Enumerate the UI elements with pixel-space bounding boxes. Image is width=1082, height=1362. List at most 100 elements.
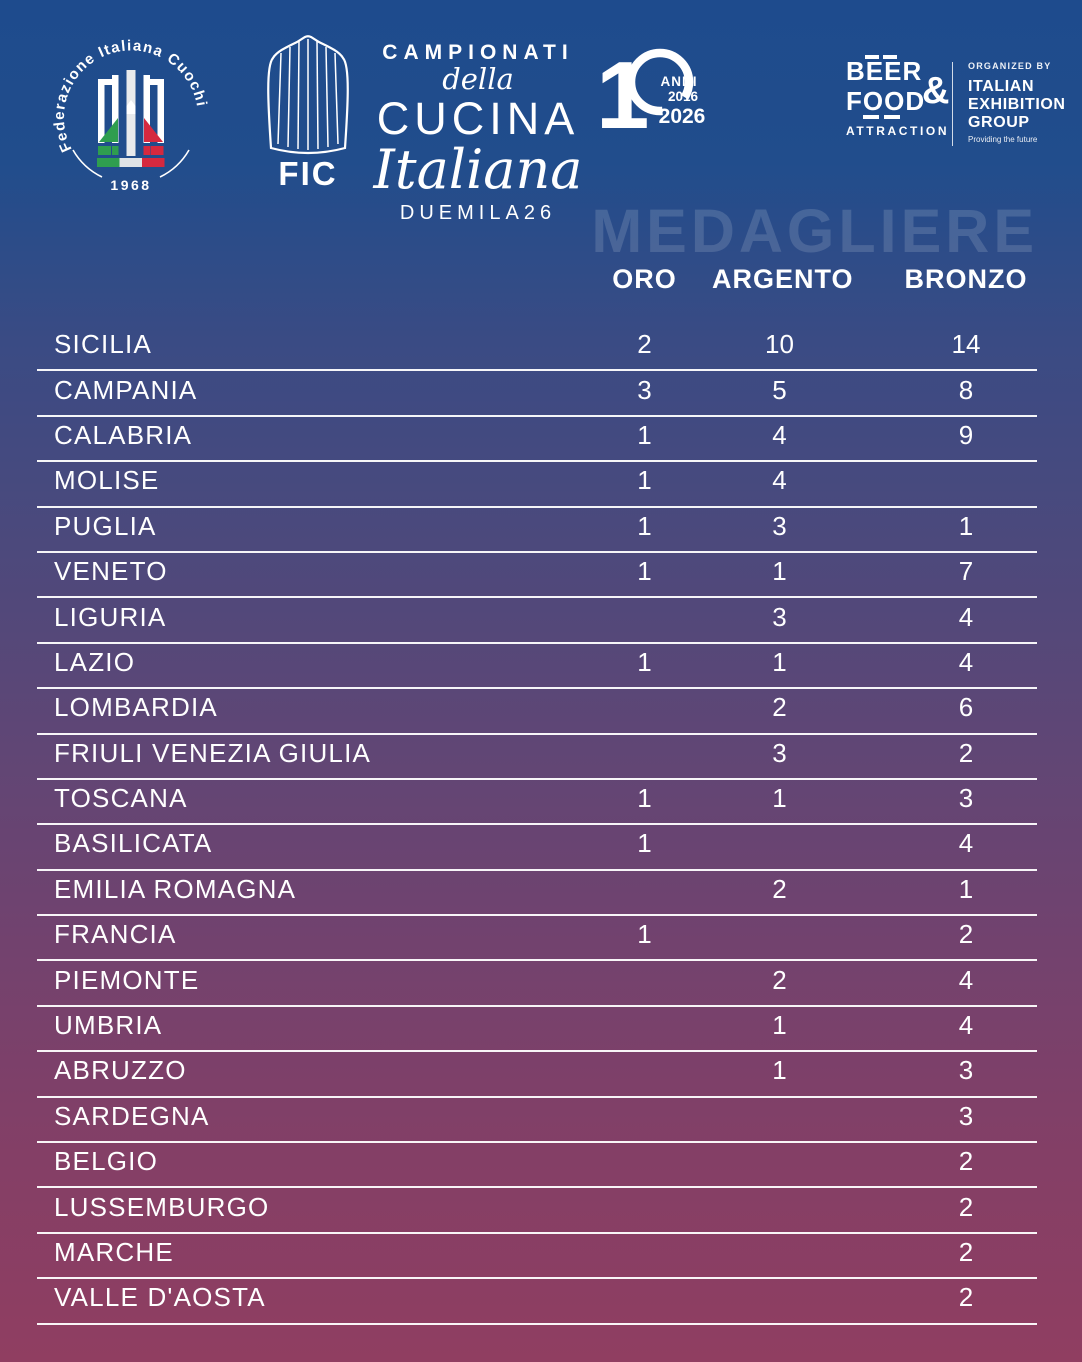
bronze-count: 6 [958, 692, 974, 723]
silver-count: 1 [772, 1055, 787, 1086]
silver-count: 1 [772, 783, 787, 814]
ieg-name-line3: GROUP [968, 113, 1030, 131]
gold-count: 2 [637, 329, 652, 360]
gold-count [577, 980, 712, 986]
bronze-count: 3 [958, 1100, 974, 1131]
region-name: PUGLIA [54, 510, 157, 541]
circle-arc-right [159, 149, 190, 178]
silver-count: 2 [772, 692, 787, 723]
silver-count: 3 [772, 601, 787, 632]
page-title: MEDAGLIERE [591, 197, 1038, 265]
toque-bars-icon [98, 70, 164, 156]
table-row: UMBRIA 1 4 [37, 1007, 1037, 1053]
table-row: BELGIO 2 [37, 1143, 1037, 1189]
bronze-count: 8 [958, 374, 974, 405]
table-row: LAZIO 1 1 4 [37, 644, 1037, 690]
table-row: TOSCANA 1 1 3 [37, 780, 1037, 826]
table-row: VENETO 1 1 7 [37, 553, 1037, 599]
silver-count: 2 [772, 964, 787, 995]
year-to: 2026 [659, 105, 706, 128]
gold-count: 3 [637, 374, 652, 405]
gold-count: 1 [637, 465, 652, 496]
beer-food-logo: BEER & FOOD ATTRACTION [846, 55, 964, 138]
silver-count [712, 1207, 847, 1213]
silver-count: 3 [772, 737, 787, 768]
gold-count: 1 [637, 646, 652, 677]
bronze-count: 2 [958, 919, 974, 950]
chef-hat-icon: FIC [267, 35, 349, 192]
bronze-count: 2 [958, 1237, 974, 1267]
silver-count: 1 [772, 1010, 787, 1041]
silver-count [712, 1253, 847, 1259]
fic-label: FIC [278, 155, 337, 192]
silver-count: 2 [772, 873, 787, 904]
table-row: SICILIA 2 10 14 [37, 326, 1037, 372]
ieg-name-line2: EXHIBITION [968, 95, 1066, 113]
gold-count: 1 [637, 919, 652, 950]
table-row: ABRUZZO 1 3 [37, 1052, 1037, 1098]
food-underline-icon [863, 115, 879, 119]
region-name: ABRUZZO [54, 1055, 187, 1086]
gold-count: 1 [637, 419, 652, 450]
gold-count: 1 [637, 510, 652, 541]
table-row: SARDEGNA 3 [37, 1098, 1037, 1144]
gold-count [577, 1026, 712, 1032]
bronze-count: 9 [958, 419, 974, 450]
food-word: FOOD [846, 86, 926, 116]
table-row: CAMPANIA 3 5 8 [37, 371, 1037, 417]
anni-label: ANNI [661, 74, 698, 89]
table-row: PUGLIA 1 3 1 [37, 508, 1037, 553]
column-header-bronzo: BRONZO [904, 264, 1028, 294]
region-name: LOMBARDIA [54, 692, 218, 723]
circle-arc-left [72, 149, 103, 178]
region-name: PIEMONTE [54, 964, 200, 995]
silver-count [712, 935, 847, 941]
region-name: BASILICATA [54, 828, 213, 859]
region-column-spacer [37, 264, 577, 295]
table-row: FRIULI VENEZIA GIULIA 3 2 [37, 735, 1037, 780]
table-row: VALLE D'AOSTA 2 [37, 1279, 1037, 1325]
bronze-count: 4 [958, 601, 974, 632]
gold-count: 1 [637, 828, 652, 859]
gold-count [577, 1071, 712, 1077]
beer-word: BEER [846, 56, 923, 86]
gold-count [577, 1116, 712, 1122]
silver-count: 4 [772, 419, 787, 450]
region-name: VALLE D'AOSTA [54, 1282, 266, 1313]
bronze-count: 3 [958, 783, 974, 814]
ieg-logo: ORGANIZED BY ITALIAN EXHIBITION GROUP Pr… [952, 62, 1066, 146]
cucina-word: CUCINA [376, 93, 580, 144]
table-row: LUSSEMBURGO 2 [37, 1188, 1037, 1234]
attraction-word: ATTRACTION [846, 124, 950, 138]
fic-logo: FIC [258, 32, 358, 199]
bronze-count: 1 [958, 510, 974, 541]
region-name: LUSSEMBURGO [54, 1191, 270, 1222]
ampersand: & [922, 70, 951, 112]
bronze-count [847, 481, 1037, 487]
silver-count [712, 1298, 847, 1304]
gold-count [577, 889, 712, 895]
food-underline-icon [884, 115, 900, 119]
campionati-word: CAMPIONATI [382, 41, 574, 64]
column-header-oro: ORO [612, 264, 677, 294]
table-row: PIEMONTE 2 4 [37, 961, 1037, 1007]
duemila26-word: DUEMILA26 [399, 202, 557, 224]
silver-count: 4 [772, 465, 787, 496]
italiana-word: Italiana [373, 138, 583, 201]
silver-count: 3 [772, 510, 787, 541]
region-name: UMBRIA [54, 1010, 163, 1041]
bronze-count: 2 [958, 1282, 974, 1313]
silver-count: 1 [772, 556, 787, 587]
ten-years-icon: 1 ANNI 2016 2026 [596, 42, 706, 149]
ieg-name-line1: ITALIAN [968, 78, 1035, 95]
region-name: BELGIO [54, 1146, 159, 1177]
region-name: FRANCIA [54, 919, 177, 950]
beer-overline-icon [883, 55, 897, 59]
federation-emblem-icon: Federazione Italiana Cuochi 1968 [51, 37, 209, 193]
anniversary-ring-icon [626, 48, 694, 116]
region-name: LIGURIA [54, 601, 167, 632]
table-row: MARCHE 2 [37, 1234, 1037, 1280]
bronze-count: 1 [958, 873, 974, 904]
silver-count: 5 [772, 374, 787, 405]
region-name: SARDEGNA [54, 1100, 210, 1131]
